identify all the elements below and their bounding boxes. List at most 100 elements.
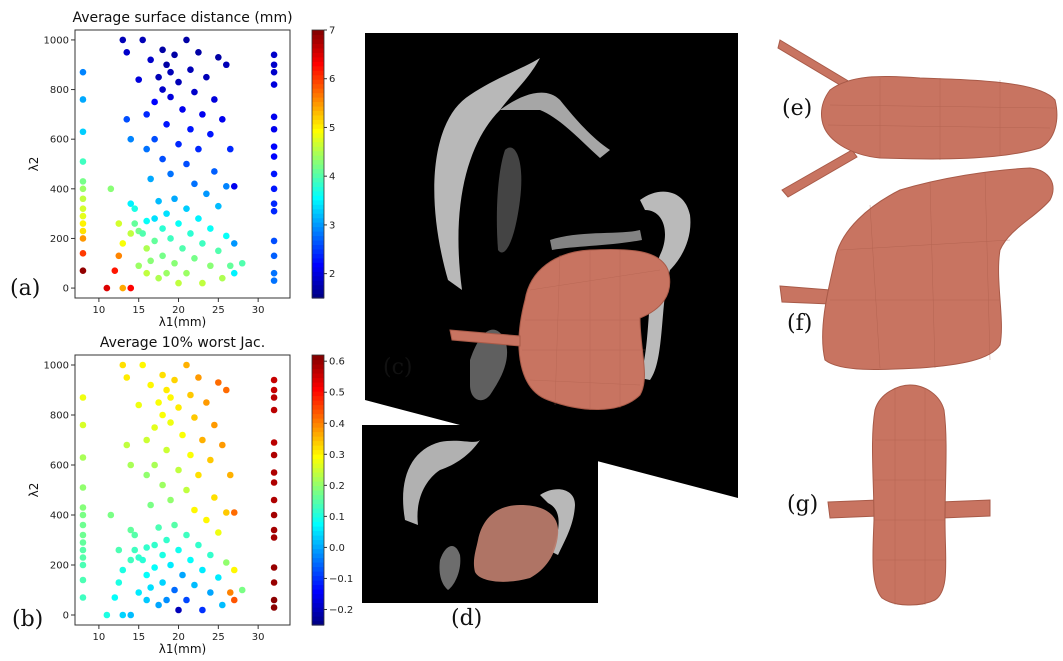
data-point <box>270 207 278 215</box>
data-point <box>151 424 158 431</box>
data-point <box>79 235 87 242</box>
data-point <box>211 421 218 429</box>
data-point <box>151 541 158 549</box>
data-point <box>191 254 198 262</box>
data-point <box>171 376 178 384</box>
data-point <box>215 53 222 61</box>
colorbar-segment <box>312 364 324 370</box>
data-point <box>135 262 143 270</box>
data-point <box>226 145 234 153</box>
data-point <box>143 544 150 551</box>
colorbar-segment <box>312 239 324 245</box>
x-tick-label: 25 <box>212 632 225 643</box>
colorbar-segment <box>312 74 324 80</box>
data-point <box>183 361 190 369</box>
data-point <box>199 606 206 614</box>
data-point <box>159 411 166 419</box>
y-tick-label: 800 <box>50 85 69 96</box>
colorbar-tick-label: 0.1 <box>329 512 345 523</box>
colorbar-segment <box>312 485 324 491</box>
data-point <box>211 96 218 103</box>
data-point <box>167 68 174 76</box>
colorbar-segment <box>312 262 324 268</box>
data-point <box>79 227 87 235</box>
data-point <box>230 183 238 190</box>
data-point <box>79 511 87 519</box>
data-point <box>270 113 278 121</box>
colorbar-segment <box>312 168 324 174</box>
colorbar-segment <box>312 499 324 505</box>
y-tick-label: 400 <box>50 511 69 522</box>
colorbar-segment <box>312 284 324 290</box>
x-tick-label: 10 <box>93 632 106 643</box>
colorbar-frame <box>311 354 325 626</box>
colorbar-segment <box>312 620 324 626</box>
data-point <box>139 556 146 564</box>
colorbar-segment <box>312 458 324 464</box>
x-axis-label: λ1(mm) <box>159 642 206 656</box>
data-point <box>163 446 170 454</box>
data-point <box>155 601 162 609</box>
y-tick-label: 600 <box>50 135 69 146</box>
data-point <box>270 406 278 414</box>
data-point <box>171 195 178 203</box>
colorbar-segment <box>312 244 324 250</box>
data-point <box>215 202 222 210</box>
data-point <box>171 51 178 59</box>
colorbar-segment <box>312 150 324 156</box>
data-point <box>143 436 150 444</box>
colorbar-segment <box>312 65 324 71</box>
label-g: (g) <box>787 492 819 517</box>
data-point <box>147 501 154 509</box>
data-point <box>207 262 214 270</box>
colorbar-segment <box>312 400 324 406</box>
x-tick-label: 20 <box>172 632 185 643</box>
data-point <box>195 471 202 479</box>
y-axis-label: λ2 <box>27 483 41 498</box>
data-point <box>123 441 131 449</box>
data-point <box>179 431 186 439</box>
data-point <box>79 484 87 491</box>
data-point <box>159 579 166 586</box>
colorbar-segment <box>312 445 324 451</box>
data-point <box>115 579 123 586</box>
data-point <box>207 551 214 559</box>
colorbar-segment <box>312 231 324 237</box>
data-point <box>79 212 87 220</box>
colorbar-segment <box>312 164 324 170</box>
colorbar-tick-label: 5 <box>329 123 335 134</box>
data-point <box>270 81 278 88</box>
data-point <box>155 274 162 282</box>
data-point <box>123 116 131 123</box>
data-point <box>226 589 234 596</box>
colorbar-segment <box>312 56 324 62</box>
colorbar-tick-label: 0.3 <box>329 450 345 461</box>
data-point <box>147 257 154 265</box>
data-point <box>127 135 135 143</box>
colorbar-segment <box>312 88 324 94</box>
data-point <box>143 217 150 225</box>
data-point <box>159 551 166 559</box>
data-point <box>191 180 198 188</box>
colorbar-segment <box>312 181 324 187</box>
data-point <box>163 386 170 394</box>
colorbar-segment <box>312 512 324 518</box>
colorbar-tick-label: 6 <box>329 74 335 85</box>
colorbar-segment <box>312 517 324 523</box>
data-point <box>127 284 135 292</box>
data-point <box>191 414 198 421</box>
colorbar-tick-label: 0.5 <box>329 388 345 399</box>
colorbar-segment <box>312 418 324 424</box>
data-point <box>270 579 278 586</box>
colorbar-segment <box>312 235 324 241</box>
data-point <box>183 160 190 168</box>
colorbar-segment <box>312 553 324 559</box>
data-point <box>115 546 123 554</box>
data-point <box>159 86 166 93</box>
data-point <box>79 521 87 529</box>
data-point <box>163 536 170 544</box>
data-point <box>215 247 222 255</box>
colorbar-segment <box>312 476 324 482</box>
data-point <box>167 561 174 569</box>
colorbar-segment <box>312 172 324 178</box>
